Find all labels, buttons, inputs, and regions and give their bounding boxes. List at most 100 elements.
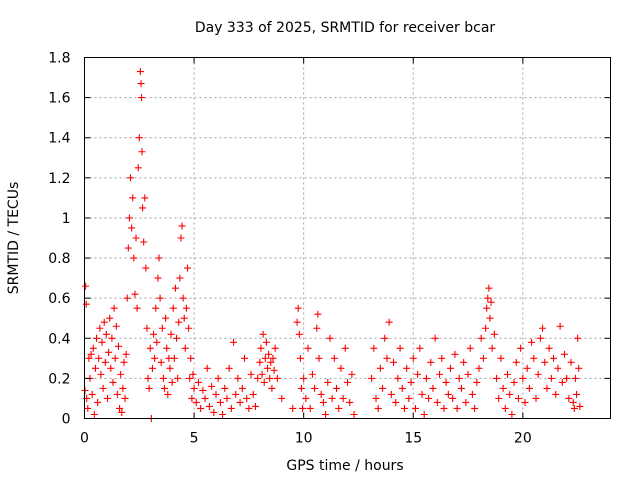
- data-point: [294, 304, 302, 312]
- data-point: [552, 390, 560, 398]
- data-point: [197, 404, 205, 412]
- data-point: [131, 290, 139, 298]
- data-point: [569, 398, 577, 406]
- data-point: [173, 334, 181, 342]
- data-point: [560, 350, 568, 358]
- data-point: [185, 324, 193, 332]
- data-point: [315, 354, 323, 362]
- data-point: [155, 254, 163, 262]
- data-point: [567, 358, 575, 366]
- x-tick-label: 20: [514, 431, 532, 447]
- data-point: [304, 344, 312, 352]
- data-point: [322, 410, 330, 418]
- data-point: [348, 370, 356, 378]
- data-point: [189, 370, 197, 378]
- data-point: [135, 134, 143, 142]
- data-point: [88, 390, 96, 398]
- data-point: [431, 334, 439, 342]
- data-point: [177, 234, 185, 242]
- data-point: [335, 404, 343, 412]
- data-point: [205, 402, 213, 410]
- data-point: [96, 324, 104, 332]
- data-point: [482, 324, 490, 332]
- data-point: [333, 384, 341, 392]
- y-tick-label: 0: [62, 412, 71, 428]
- data-point: [575, 364, 583, 372]
- data-point: [341, 344, 349, 352]
- data-point: [372, 394, 380, 402]
- data-point: [442, 378, 450, 386]
- data-point: [487, 298, 495, 306]
- data-point: [188, 394, 196, 402]
- data-point: [488, 344, 496, 352]
- data-point: [234, 374, 242, 382]
- data-point: [232, 390, 240, 398]
- data-point: [273, 374, 281, 382]
- data-point: [433, 398, 441, 406]
- data-point: [259, 330, 267, 338]
- data-point: [479, 354, 487, 362]
- data-point: [409, 354, 417, 362]
- data-point: [422, 374, 430, 382]
- data-point: [216, 398, 224, 406]
- data-point: [150, 330, 158, 338]
- x-tick-label: 5: [190, 431, 199, 447]
- data-point: [109, 378, 117, 386]
- data-point: [163, 344, 171, 352]
- data-point: [114, 342, 122, 350]
- data-point: [85, 354, 93, 362]
- data-point: [245, 404, 253, 412]
- data-point: [528, 338, 536, 346]
- data-point: [495, 394, 503, 402]
- data-point: [157, 358, 165, 366]
- data-point: [162, 314, 170, 322]
- data-point: [178, 222, 186, 230]
- data-point: [119, 384, 127, 392]
- data-point: [94, 398, 102, 406]
- data-point: [208, 382, 216, 390]
- data-point: [154, 274, 162, 282]
- data-point: [485, 284, 493, 292]
- data-point: [490, 330, 498, 338]
- data-point: [238, 384, 246, 392]
- data-point: [169, 304, 177, 312]
- data-point: [187, 354, 195, 362]
- data-point: [134, 164, 142, 172]
- data-point: [499, 384, 507, 392]
- data-point: [543, 384, 551, 392]
- data-point: [219, 410, 227, 418]
- data-point: [256, 358, 264, 366]
- data-point: [168, 378, 176, 386]
- data-point: [451, 350, 459, 358]
- data-point: [171, 284, 179, 292]
- data-point: [512, 358, 520, 366]
- data-point: [144, 374, 152, 382]
- data-point: [98, 338, 106, 346]
- data-point: [182, 304, 190, 312]
- data-point: [166, 364, 174, 372]
- data-point: [100, 318, 108, 326]
- data-point: [269, 354, 277, 362]
- data-point: [574, 334, 582, 342]
- data-point: [330, 354, 338, 362]
- data-point: [306, 404, 314, 412]
- data-point: [471, 404, 479, 412]
- x-tick-label: 0: [80, 431, 89, 447]
- data-point: [264, 364, 272, 372]
- data-point: [137, 80, 145, 88]
- data-point: [510, 378, 518, 386]
- data-point: [517, 344, 525, 352]
- data-point: [227, 404, 235, 412]
- data-point: [111, 354, 119, 362]
- data-point: [508, 410, 516, 418]
- data-point: [118, 408, 126, 416]
- data-point: [240, 354, 248, 362]
- data-point: [170, 354, 178, 362]
- y-tick-label: 0.4: [48, 331, 70, 347]
- data-point: [167, 330, 175, 338]
- data-point: [141, 194, 149, 202]
- data-point: [532, 394, 540, 402]
- data-point: [350, 410, 358, 418]
- data-point: [374, 404, 382, 412]
